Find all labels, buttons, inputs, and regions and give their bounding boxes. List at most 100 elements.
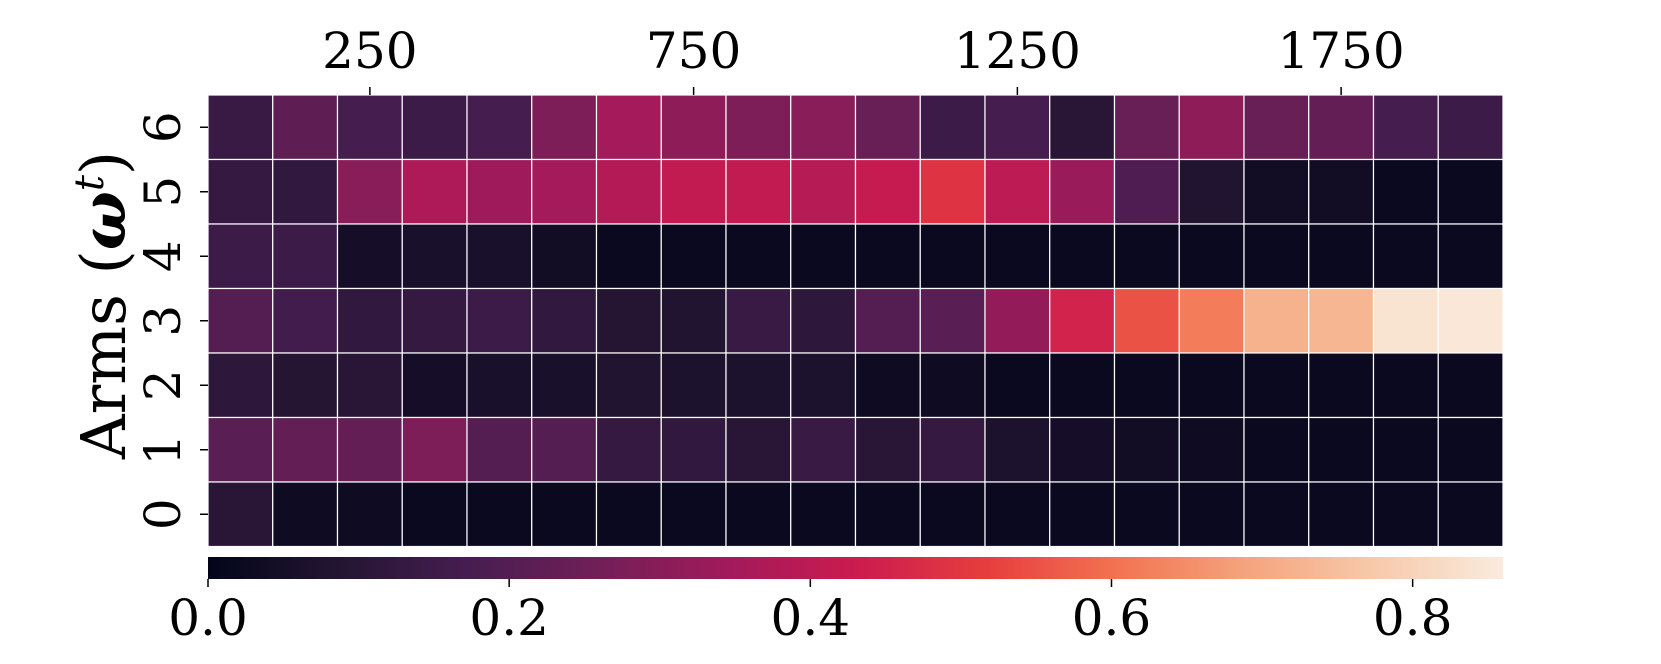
heatmap-cell-arm-1-col-3 xyxy=(401,416,468,483)
heatmap-cell-arm-2-col-16 xyxy=(1243,352,1310,419)
heatmap-cell-arm-3-col-19 xyxy=(1437,287,1504,354)
heatmap-cell-arm-2-col-10 xyxy=(854,352,921,419)
heatmap-cell-arm-4-col-13 xyxy=(1049,223,1116,290)
heatmap-cell-arm-6-col-12 xyxy=(984,94,1051,161)
heatmap-cell-arm-3-col-7 xyxy=(660,287,727,354)
heatmap-cell-arm-0-col-10 xyxy=(854,481,921,548)
colorbar-tick-label: 0.0 xyxy=(168,589,248,647)
heatmap-cell-arm-6-col-0 xyxy=(207,94,274,161)
heatmap-cell-arm-1-col-15 xyxy=(1178,416,1245,483)
heatmap-cell-arm-0-col-13 xyxy=(1049,481,1116,548)
heatmap-cell-arm-2-col-2 xyxy=(336,352,403,419)
heatmap-cell-arm-0-col-9 xyxy=(790,481,857,548)
heatmap-cell-arm-2-col-5 xyxy=(531,352,598,419)
heatmap-cell-arm-1-col-6 xyxy=(595,416,662,483)
y-axis: 0 1 2 3 4 5 6 xyxy=(134,111,208,530)
colorbar-tick-label: 0.2 xyxy=(469,589,549,647)
heatmap-cell-arm-5-col-6 xyxy=(595,158,662,225)
heatmap-cell-arm-3-col-5 xyxy=(531,287,598,354)
heatmap-cell-arm-0-col-11 xyxy=(919,481,986,548)
heatmap-cell-arm-0-col-12 xyxy=(984,481,1051,548)
heatmap-cell-arm-4-col-8 xyxy=(725,223,792,290)
heatmap-cell-arm-3-col-14 xyxy=(1113,287,1180,354)
heatmap-cell-arm-5-col-15 xyxy=(1178,158,1245,225)
heatmap-cell-arm-4-col-4 xyxy=(466,223,533,290)
heatmap-cell-arm-4-col-10 xyxy=(854,223,921,290)
heatmap-cell-arm-2-col-8 xyxy=(725,352,792,419)
heatmap-cell-arm-6-col-3 xyxy=(401,94,468,161)
heatmap-cell-arm-6-col-1 xyxy=(272,94,339,161)
heatmap-cell-arm-3-col-0 xyxy=(207,287,274,354)
heatmap-cell-arm-0-col-18 xyxy=(1372,481,1439,548)
heatmap-cell-arm-2-col-13 xyxy=(1049,352,1116,419)
heatmap-cell-arm-4-col-11 xyxy=(919,223,986,290)
heatmap-cell-arm-1-col-18 xyxy=(1372,416,1439,483)
heatmap-cell-arm-2-col-6 xyxy=(595,352,662,419)
heatmap-cell-arm-5-col-5 xyxy=(531,158,598,225)
heatmap-cell-arm-2-col-15 xyxy=(1178,352,1245,419)
heatmap-cell-arm-1-col-4 xyxy=(466,416,533,483)
heatmap-cell-arm-3-col-15 xyxy=(1178,287,1245,354)
heatmap-cell-arm-5-col-3 xyxy=(401,158,468,225)
heatmap-cell-arm-2-col-9 xyxy=(790,352,857,419)
heatmap-cell-arm-3-col-8 xyxy=(725,287,792,354)
heatmap-cell-arm-1-col-13 xyxy=(1049,416,1116,483)
heatmap-cell-arm-4-col-18 xyxy=(1372,223,1439,290)
heatmap-cell-arm-4-col-0 xyxy=(207,223,274,290)
heatmap-cell-arm-1-col-2 xyxy=(336,416,403,483)
heatmap-cell-arm-6-col-19 xyxy=(1437,94,1504,161)
heatmap-cell-arm-6-col-8 xyxy=(725,94,792,161)
heatmap-cell-arm-6-col-11 xyxy=(919,94,986,161)
heatmap-cell-arm-0-col-17 xyxy=(1308,481,1375,548)
heatmap-cell-arm-5-col-10 xyxy=(854,158,921,225)
heatmap-cell-arm-4-col-12 xyxy=(984,223,1051,290)
heatmap-cell-arm-5-col-12 xyxy=(984,158,1051,225)
heatmap-cell-arm-4-col-1 xyxy=(272,223,339,290)
heatmap-cells xyxy=(207,94,1504,548)
heatmap-cell-arm-4-col-9 xyxy=(790,223,857,290)
heatmap-cell-arm-0-col-4 xyxy=(466,481,533,548)
colorbar-tick-label: 0.6 xyxy=(1072,589,1152,647)
heatmap-cell-arm-2-col-1 xyxy=(272,352,339,419)
y-tick-label-5: 5 xyxy=(134,176,192,208)
heatmap-cell-arm-5-col-7 xyxy=(660,158,727,225)
heatmap-cell-arm-5-col-1 xyxy=(272,158,339,225)
heatmap-cell-arm-6-col-4 xyxy=(466,94,533,161)
heatmap-cell-arm-5-col-9 xyxy=(790,158,857,225)
heatmap-cell-arm-5-col-0 xyxy=(207,158,274,225)
heatmap-cell-arm-1-col-9 xyxy=(790,416,857,483)
x-tick-label: 1250 xyxy=(954,22,1081,80)
heatmap-cell-arm-5-col-19 xyxy=(1437,158,1504,225)
heatmap-cell-arm-0-col-16 xyxy=(1243,481,1310,548)
heatmap-cell-arm-2-col-0 xyxy=(207,352,274,419)
y-tick-label-1: 1 xyxy=(134,434,192,466)
heatmap-cell-arm-0-col-5 xyxy=(531,481,598,548)
heatmap-cell-arm-6-col-14 xyxy=(1113,94,1180,161)
heatmap-cell-arm-6-col-17 xyxy=(1308,94,1375,161)
heatmap-cell-arm-6-col-6 xyxy=(595,94,662,161)
heatmap-cell-arm-3-col-6 xyxy=(595,287,662,354)
heatmap-cell-arm-2-col-17 xyxy=(1308,352,1375,419)
heatmap-cell-arm-6-col-2 xyxy=(336,94,403,161)
heatmap-cell-arm-3-col-12 xyxy=(984,287,1051,354)
heatmap-cell-arm-4-col-15 xyxy=(1178,223,1245,290)
heatmap-cell-arm-4-col-5 xyxy=(531,223,598,290)
heatmap-cell-arm-0-col-8 xyxy=(725,481,792,548)
heatmap-cell-arm-6-col-5 xyxy=(531,94,598,161)
heatmap-cell-arm-0-col-1 xyxy=(272,481,339,548)
heatmap-cell-arm-0-col-14 xyxy=(1113,481,1180,548)
heatmap-cell-arm-5-col-8 xyxy=(725,158,792,225)
heatmap-cell-arm-2-col-18 xyxy=(1372,352,1439,419)
heatmap-cell-arm-1-col-14 xyxy=(1113,416,1180,483)
heatmap-cell-arm-2-col-19 xyxy=(1437,352,1504,419)
heatmap-cell-arm-6-col-15 xyxy=(1178,94,1245,161)
heatmap-cell-arm-5-col-4 xyxy=(466,158,533,225)
heatmap-cell-arm-0-col-19 xyxy=(1437,481,1504,548)
heatmap-cell-arm-1-col-10 xyxy=(854,416,921,483)
heatmap-cell-arm-0-col-6 xyxy=(595,481,662,548)
heatmap-cell-arm-3-col-13 xyxy=(1049,287,1116,354)
heatmap-cell-arm-0-col-2 xyxy=(336,481,403,548)
heatmap-cell-arm-2-col-4 xyxy=(466,352,533,419)
heatmap-cell-arm-1-col-7 xyxy=(660,416,727,483)
